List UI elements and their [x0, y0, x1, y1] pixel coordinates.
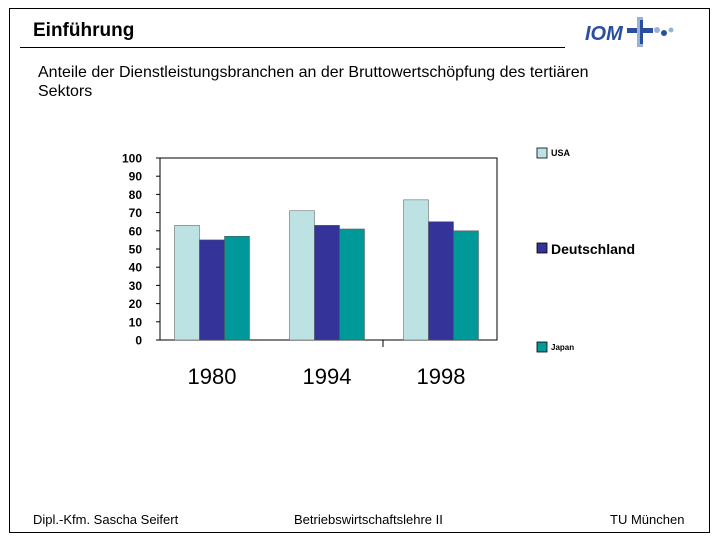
logo-text: IOM	[585, 23, 624, 45]
bar-japan-1994	[339, 228, 365, 341]
bar-deutschland-1998	[428, 221, 454, 341]
y-tick-label: 0	[135, 334, 142, 348]
bar-deutschland-1994	[314, 225, 340, 341]
bar-deutschland-1980	[199, 239, 225, 341]
bar-japan-1998	[453, 230, 479, 341]
legend-swatch-usa	[536, 147, 548, 159]
y-tick-label: 60	[129, 224, 143, 238]
legend-swatch-deutschland	[536, 242, 548, 254]
bar-usa-1998	[403, 199, 429, 341]
y-tick-label: 30	[129, 279, 143, 293]
chart-subtitle: Anteile der Dienstleistungsbranchen an d…	[38, 64, 589, 100]
legend-label-japan: Japan	[551, 343, 574, 352]
bar-usa-1980	[174, 225, 200, 341]
y-tick-label: 40	[129, 261, 143, 275]
legend-swatch-japan	[536, 341, 548, 353]
x-category-label: 1998	[417, 364, 466, 389]
footer-course: Betriebswirtschaftslehre II	[294, 512, 443, 527]
legend-label-deutschland: Deutschland	[551, 241, 635, 257]
footer-institution: TU München	[610, 512, 685, 527]
bar-japan-1980	[224, 236, 250, 341]
y-tick-label: 50	[129, 243, 143, 257]
slide-frame	[9, 8, 710, 533]
y-tick-label: 80	[129, 188, 143, 202]
iom-logo: IOM	[585, 17, 674, 47]
x-category-label: 1980	[188, 364, 237, 389]
page-title: Einführung	[33, 20, 135, 41]
y-tick-label: 20	[129, 297, 143, 311]
footer-author: Dipl.-Kfm. Sascha Seifert	[33, 512, 179, 527]
y-tick-label: 70	[129, 206, 143, 220]
legend-label-usa: USA	[551, 148, 571, 158]
x-category-label: 1994	[303, 364, 352, 389]
header-divider	[20, 47, 565, 48]
y-tick-label: 90	[129, 170, 143, 184]
y-tick-label: 10	[129, 315, 143, 329]
y-tick-label: 100	[122, 152, 142, 166]
bar-usa-1994	[289, 210, 315, 341]
